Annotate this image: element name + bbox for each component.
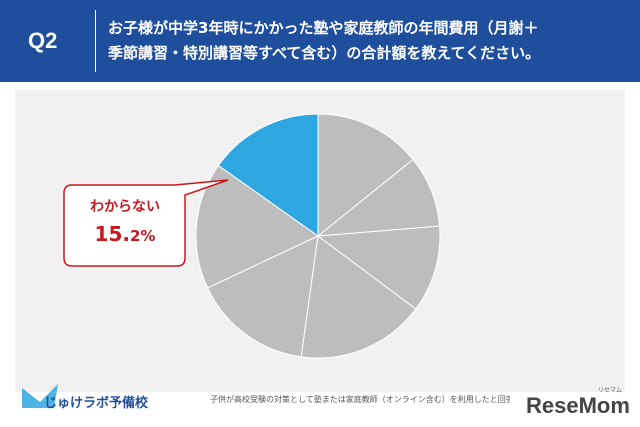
question-text: お子様が中学3年時にかかった塾や家庭教師の年間費用（月謝＋ 季節講習・特別講習等… [108,19,541,62]
callout-label: わからない [90,199,160,215]
logo-mark-icon [22,384,58,408]
callout-value-small: 2% [129,227,156,245]
jukelabo-logo [22,384,58,408]
pie-slice-6 [317,113,414,238]
pie-slice-3 [300,235,417,359]
resemom-ruby: リセマム [598,387,623,394]
pie-slice-2 [206,235,319,358]
question-number: Q2 [28,28,58,53]
callout: わからない 15.2% [66,196,184,246]
pie-slice-wakaranai [217,113,319,237]
header-divider [95,10,96,72]
question-header: Q2 お子様が中学3年時にかかった塾や家庭教師の年間費用（月謝＋ 季節講習・特別… [0,0,640,82]
callout-bubble [63,179,229,267]
resemom-logo: ReseMom [526,393,630,418]
pie-slice-4 [316,225,441,310]
footer-note: 子供が高校受験の対策として塾または家庭教師（オンライン含む）を利用したと回答した… [210,395,510,404]
pie-slice-1 [195,164,319,289]
callout-value: 15.2% [66,222,184,246]
jukelabo-logo-text: じゅけラボ予備校 [44,396,149,411]
callout-value-main: 15. [94,222,130,246]
